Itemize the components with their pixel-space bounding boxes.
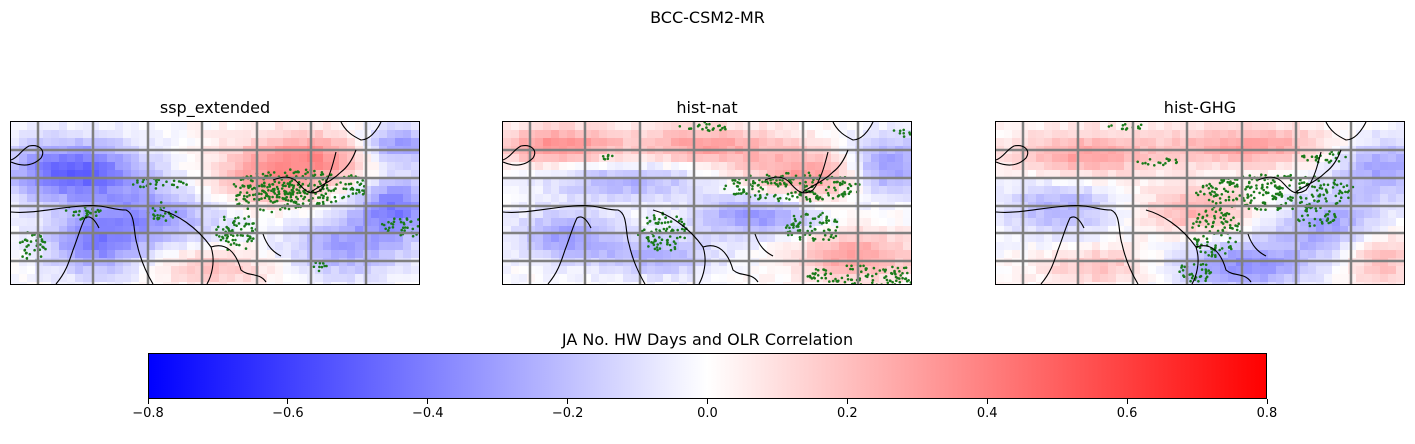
colorbar-tick-label: 0.2 — [837, 406, 858, 421]
colorbar-tick — [846, 399, 848, 404]
colorbar-tick — [1126, 399, 1128, 404]
colorbar-tick-label: 0.6 — [1116, 406, 1138, 421]
colorbar-tick — [147, 399, 149, 404]
figure-title: BCC-CSM2-MR — [650, 8, 765, 27]
colorbar-tick-label: −0.2 — [551, 406, 584, 421]
panel-title-hist-ghg: hist-GHG — [1163, 98, 1237, 117]
colorbar-tick — [287, 399, 289, 404]
colorbar-tick-label: 0.4 — [976, 406, 998, 421]
colorbar-tick — [567, 399, 569, 404]
colorbar-tick — [986, 399, 988, 404]
panel-title-hist-nat: hist-nat — [676, 98, 738, 117]
colorbar-tick-label: −0.4 — [411, 406, 444, 421]
colorbar-tick — [427, 399, 429, 404]
map-panel-ssp-extended — [10, 121, 420, 285]
colorbar-tick-label: −0.6 — [272, 406, 304, 421]
panel-title-ssp-extended: ssp_extended — [159, 98, 271, 117]
colorbar-tick — [1266, 399, 1268, 404]
colorbar-tick-label: 0.8 — [1256, 406, 1278, 421]
map-panel-hist-nat — [502, 121, 912, 285]
colorbar-tick-label: 0.0 — [697, 406, 718, 421]
colorbar-tick-label: −0.8 — [132, 406, 164, 421]
colorbar — [148, 353, 1267, 399]
colorbar-label: JA No. HW Days and OLR Correlation — [561, 330, 854, 349]
colorbar-tick — [707, 399, 708, 404]
map-panel-hist-ghg — [995, 121, 1405, 285]
